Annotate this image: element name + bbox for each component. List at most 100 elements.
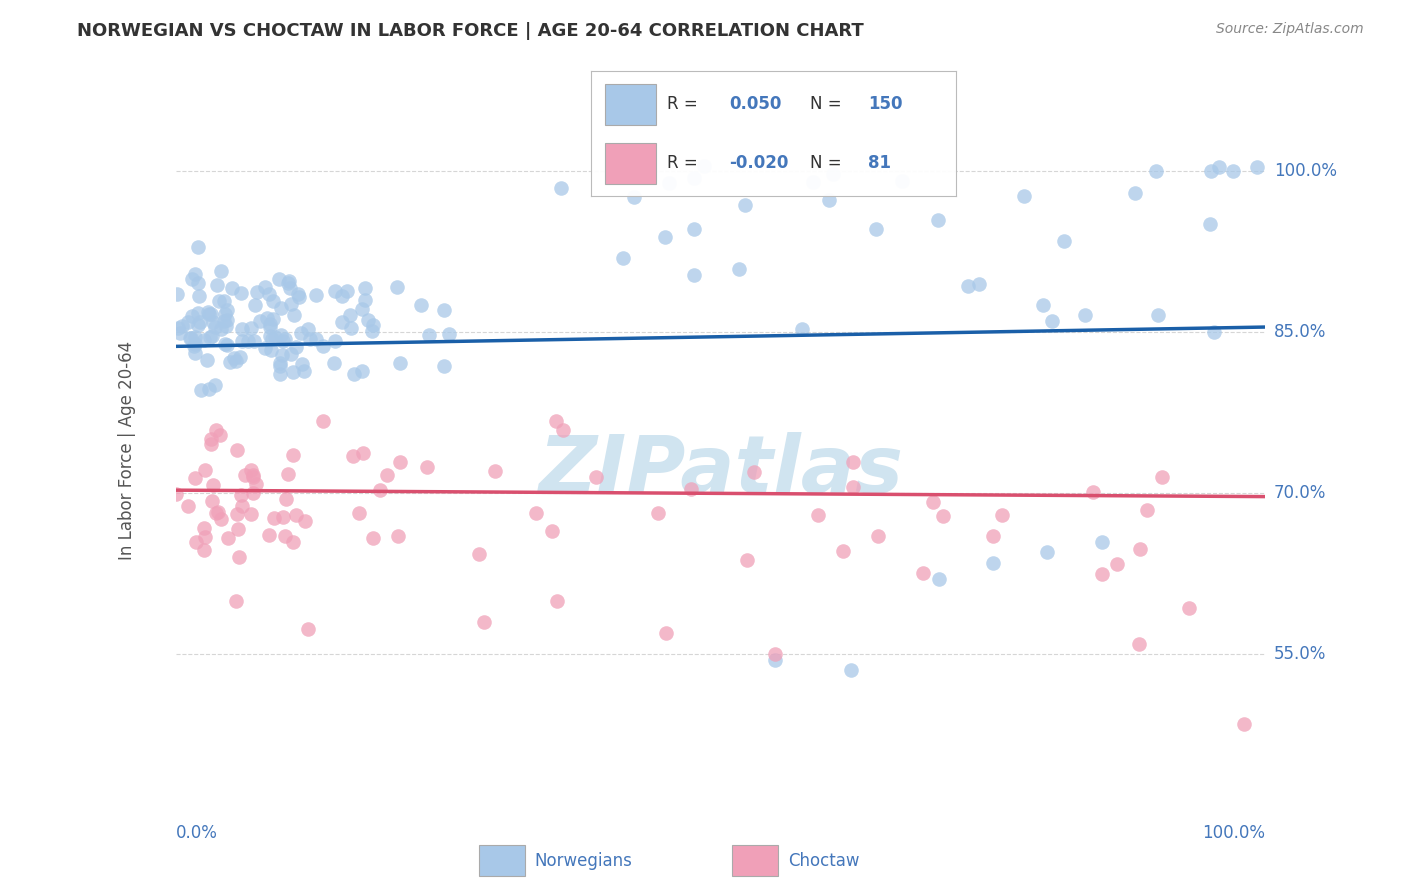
Point: [222, 351, 245, 366]
Point: [361, 318, 384, 333]
Point: [418, 327, 440, 342]
Point: [209, 264, 232, 278]
Point: [225, 354, 247, 368]
Point: [352, 446, 374, 460]
Point: [865, 222, 887, 236]
Point: [262, 311, 284, 326]
Point: [233, 468, 256, 483]
Point: [290, 326, 312, 340]
Point: [890, 174, 912, 188]
Point: [280, 347, 302, 361]
Point: [284, 508, 307, 523]
Point: [204, 506, 226, 520]
Point: [841, 455, 863, 469]
Point: [179, 331, 201, 345]
Point: [184, 330, 207, 344]
Point: [991, 508, 1014, 523]
Point: [1083, 485, 1105, 500]
Point: [1246, 160, 1268, 174]
Point: [209, 511, 232, 525]
Point: [585, 470, 607, 484]
Point: [911, 566, 934, 581]
Point: [242, 485, 264, 500]
Point: [259, 329, 281, 343]
Point: [271, 348, 294, 362]
Point: [657, 176, 679, 190]
Point: [188, 289, 211, 303]
Point: [472, 615, 495, 630]
Point: [612, 251, 634, 265]
Point: [193, 542, 215, 557]
Point: [177, 499, 200, 513]
Point: [262, 294, 284, 309]
Point: [1222, 164, 1244, 178]
Point: [728, 261, 751, 276]
Point: [269, 359, 291, 373]
Point: [927, 213, 949, 227]
Point: [177, 315, 200, 329]
Point: [654, 230, 676, 244]
Point: [299, 332, 322, 346]
Point: [165, 487, 187, 501]
Point: [260, 343, 283, 357]
Point: [280, 297, 302, 311]
Text: 150: 150: [869, 95, 903, 113]
Point: [763, 653, 786, 667]
Point: [841, 664, 863, 678]
Point: [218, 354, 240, 368]
Point: [375, 467, 398, 482]
Point: [347, 506, 370, 520]
Point: [1128, 637, 1150, 651]
Point: [190, 383, 212, 397]
Point: [866, 529, 889, 543]
Point: [228, 550, 250, 565]
Point: [683, 222, 706, 236]
Point: [281, 365, 304, 379]
Point: [200, 307, 222, 321]
Point: [194, 531, 217, 545]
Point: [305, 288, 328, 302]
Point: [214, 336, 236, 351]
Point: [271, 509, 294, 524]
Point: [647, 506, 669, 520]
Point: [350, 301, 373, 316]
Point: [278, 274, 301, 288]
Text: 55.0%: 55.0%: [1274, 646, 1326, 664]
FancyBboxPatch shape: [605, 143, 657, 184]
Point: [388, 454, 411, 468]
Text: 81: 81: [869, 154, 891, 172]
Text: R =: R =: [668, 95, 697, 113]
Point: [245, 298, 267, 312]
Point: [269, 367, 291, 381]
Point: [183, 346, 205, 360]
Point: [180, 331, 202, 345]
Point: [368, 483, 391, 498]
Point: [263, 511, 285, 525]
Point: [285, 340, 308, 354]
Point: [242, 470, 264, 484]
Point: [981, 529, 1004, 543]
Point: [305, 332, 328, 346]
Point: [437, 327, 460, 342]
Point: [484, 464, 506, 478]
Text: N =: N =: [810, 95, 841, 113]
Point: [287, 287, 309, 301]
Point: [742, 465, 765, 479]
Point: [1152, 470, 1174, 484]
Point: [204, 377, 226, 392]
Point: [207, 505, 229, 519]
Point: [201, 493, 224, 508]
Point: [323, 356, 346, 370]
Point: [217, 302, 239, 317]
Point: [818, 193, 841, 207]
Point: [932, 509, 955, 524]
Point: [928, 572, 950, 586]
Point: [259, 319, 281, 334]
Point: [270, 327, 292, 342]
Point: [546, 414, 568, 428]
Point: [240, 508, 263, 522]
Point: [236, 334, 259, 349]
Point: [201, 329, 224, 343]
Text: N =: N =: [810, 154, 841, 172]
Point: [801, 175, 824, 189]
